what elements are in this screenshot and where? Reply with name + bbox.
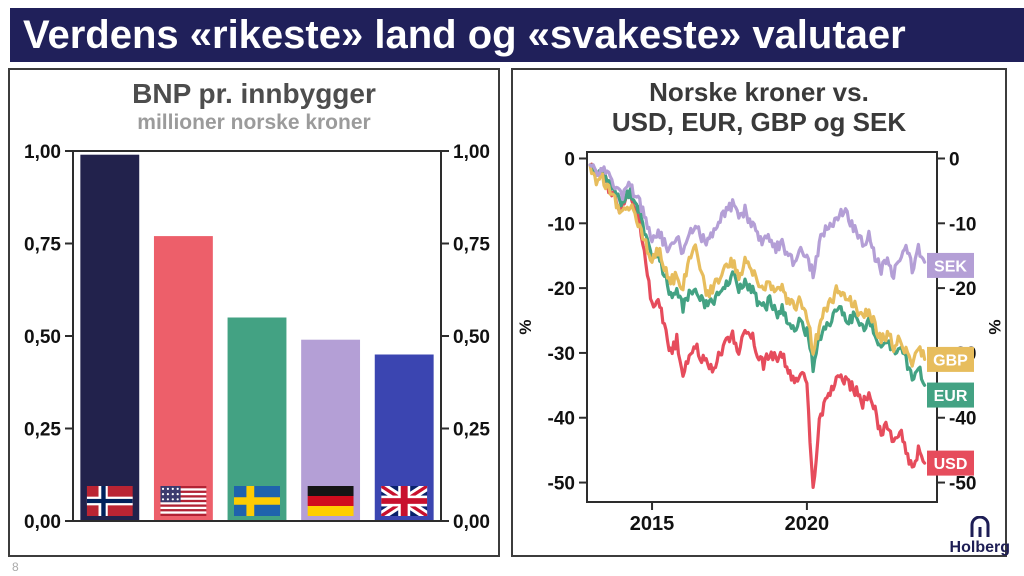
currency-title-line1: Norske kroner vs. (649, 77, 869, 107)
series-line-GBP (588, 163, 927, 368)
flag-usa-icon (160, 486, 207, 516)
currency-label-EUR: EUR (927, 382, 974, 408)
slide-title-banner: Verdens «rikeste» land og «svakeste» val… (10, 8, 1024, 62)
svg-text:-50: -50 (548, 473, 575, 494)
svg-text:-30: -30 (548, 344, 575, 365)
holberg-logo-icon (970, 516, 990, 537)
svg-text:0,25: 0,25 (453, 420, 490, 441)
svg-text:0,75: 0,75 (24, 235, 61, 256)
svg-text:1,00: 1,00 (24, 142, 61, 163)
series-line-SEK (588, 162, 927, 280)
svg-text:-50: -50 (949, 473, 976, 494)
svg-text:2020: 2020 (785, 513, 830, 535)
gdp-chart-subtitle: millioner norske kroner (137, 111, 371, 134)
flag-germany-icon (307, 486, 354, 516)
gdp-bar-Norge (80, 154, 140, 521)
flag-sweden-icon (234, 486, 280, 516)
holberg-logo-text: Holberg (949, 539, 1010, 556)
currency-label-GBP: GBP (927, 346, 974, 372)
svg-text:USD: USD (934, 456, 968, 473)
svg-text:-10: -10 (548, 214, 575, 235)
svg-text:0,75: 0,75 (453, 235, 490, 256)
currency-line-chart: 00-10-10-20-20-30-30-40-40-50-5020152020… (516, 149, 1004, 535)
series-line-USD (588, 162, 927, 489)
svg-text:0,50: 0,50 (24, 327, 61, 348)
page-number: 8 (12, 560, 19, 574)
svg-text:GBP: GBP (933, 352, 968, 369)
svg-text:0,50: 0,50 (453, 327, 490, 348)
svg-text:-10: -10 (949, 214, 976, 235)
holberg-logo: Holberg (950, 516, 1010, 556)
svg-text:SEK: SEK (934, 258, 967, 275)
svg-text:%: % (516, 319, 535, 334)
svg-text:0: 0 (564, 149, 575, 170)
svg-text:0: 0 (949, 149, 960, 170)
svg-text:2015: 2015 (630, 513, 675, 535)
svg-text:0,00: 0,00 (24, 512, 61, 533)
svg-text:0,00: 0,00 (453, 512, 490, 533)
currency-chart-area: 00-10-10-20-20-30-30-40-40-50-5020152020… (513, 144, 1005, 536)
series-line-EUR (588, 163, 927, 387)
gdp-chart-title: BNP pr. innbygger (132, 78, 376, 109)
currency-label-SEK: SEK (927, 252, 974, 278)
currency-label-USD: USD (927, 450, 974, 476)
currency-chart-panel: Norske kroner vs. USD, EUR, GBP og SEK 0… (511, 68, 1007, 557)
svg-text:%: % (985, 319, 1004, 334)
flag-norway-icon (86, 486, 133, 516)
gdp-chart-panel: BNP pr. innbygger millioner norske krone… (8, 68, 500, 557)
svg-text:0,25: 0,25 (24, 420, 61, 441)
currency-title-line2: USD, EUR, GBP og SEK (611, 106, 907, 137)
slide-title: Verdens «rikeste» land og «svakeste» val… (23, 13, 906, 57)
svg-text:-20: -20 (949, 279, 976, 300)
svg-text:1,00: 1,00 (453, 142, 490, 163)
svg-text:-40: -40 (548, 409, 575, 430)
currency-chart-title: Norske kroner vs. USD, EUR, GBP og SEK (513, 77, 1005, 138)
svg-text:-40: -40 (949, 409, 976, 430)
gdp-bar-USA (153, 236, 213, 521)
svg-text:-20: -20 (548, 279, 575, 300)
gdp-bar-chart: 0,00 0,00 0,25 0,25 0,50 0,50 0,75 0,75 1,00 1,00 (24, 142, 490, 533)
flag-uk-icon (381, 486, 428, 516)
svg-text:EUR: EUR (934, 388, 968, 405)
gdp-chart-area: 0,00 0,00 0,25 0,25 0,50 0,50 0,75 0,75 1,00 1,00 (10, 141, 498, 537)
